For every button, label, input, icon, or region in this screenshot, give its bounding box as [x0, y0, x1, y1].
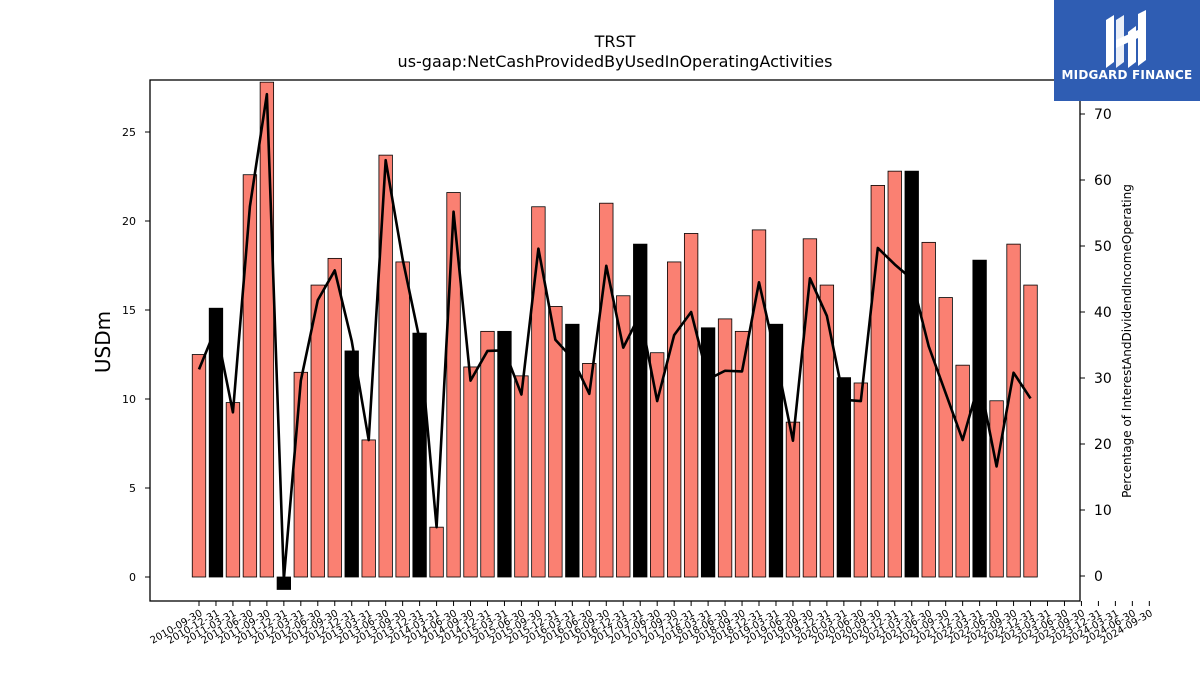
y2-tick-label: 30 — [1094, 371, 1112, 387]
bar — [463, 366, 478, 578]
bar — [259, 81, 275, 578]
bar — [327, 257, 342, 578]
y-tick-label: 25 — [122, 126, 136, 139]
bar — [191, 354, 207, 578]
bar — [887, 170, 902, 578]
bar — [734, 330, 750, 578]
y-tick-label: 10 — [122, 393, 136, 406]
chart-title: TRST — [594, 32, 636, 51]
bar — [751, 229, 767, 578]
bar — [836, 377, 852, 578]
bar — [599, 202, 614, 578]
y2-tick-label: 20 — [1094, 437, 1112, 453]
bar — [700, 327, 716, 578]
bar — [989, 400, 1004, 578]
y-tick-label: 0 — [129, 571, 136, 584]
bar — [819, 284, 835, 578]
y2-tick-label: 10 — [1094, 503, 1112, 519]
bar — [870, 184, 885, 578]
y2-tick-label: 60 — [1094, 173, 1112, 189]
bar — [242, 174, 258, 578]
series-line — [197, 92, 1032, 581]
bar — [955, 364, 970, 578]
bar — [768, 323, 784, 578]
chart-subtitle: us-gaap:NetCashProvidedByUsedInOperating… — [397, 52, 833, 71]
bar — [361, 439, 376, 578]
bar — [565, 323, 580, 578]
bar — [667, 261, 682, 578]
bar — [412, 332, 427, 578]
bar — [938, 297, 953, 578]
y2-axis-label: Percentage of InterestAndDividendIncomeO… — [1120, 184, 1134, 498]
bar — [904, 170, 919, 578]
bar — [429, 526, 444, 578]
logo-text: MIDGARD FINANCE — [1061, 68, 1193, 82]
bar — [310, 284, 325, 578]
plot-frame — [149, 79, 1081, 602]
bar — [683, 233, 699, 578]
bar — [344, 350, 359, 578]
bar — [514, 375, 529, 578]
bar — [293, 371, 308, 578]
bar — [548, 306, 563, 578]
y-axis-label: USDm — [91, 311, 115, 373]
bar — [650, 352, 665, 578]
bar — [208, 307, 224, 578]
bar — [921, 241, 936, 578]
logo: MIDGARD FINANCE — [1054, 0, 1200, 101]
bar — [616, 295, 631, 578]
bar — [395, 261, 410, 578]
bar — [480, 330, 495, 578]
y2-tick-label: 40 — [1094, 305, 1112, 321]
bar — [582, 362, 597, 578]
y-tick-label: 15 — [122, 304, 136, 317]
bar — [717, 318, 733, 578]
midgard-logo-mark — [1106, 10, 1146, 68]
bar — [531, 206, 546, 578]
bar — [785, 421, 801, 578]
bar — [633, 243, 648, 578]
bar — [225, 402, 241, 578]
y-tick-label: 20 — [122, 215, 136, 228]
y2-tick-label: 0 — [1094, 569, 1103, 585]
bar — [1006, 243, 1021, 578]
bar — [378, 154, 393, 578]
bar — [802, 238, 818, 578]
y2-tick-label: 70 — [1094, 107, 1112, 123]
bar — [853, 382, 868, 578]
y-tick-label: 5 — [129, 482, 136, 495]
bar — [972, 259, 987, 578]
bar — [1023, 284, 1038, 578]
bar — [497, 330, 512, 578]
y2-tick-label: 50 — [1094, 239, 1112, 255]
